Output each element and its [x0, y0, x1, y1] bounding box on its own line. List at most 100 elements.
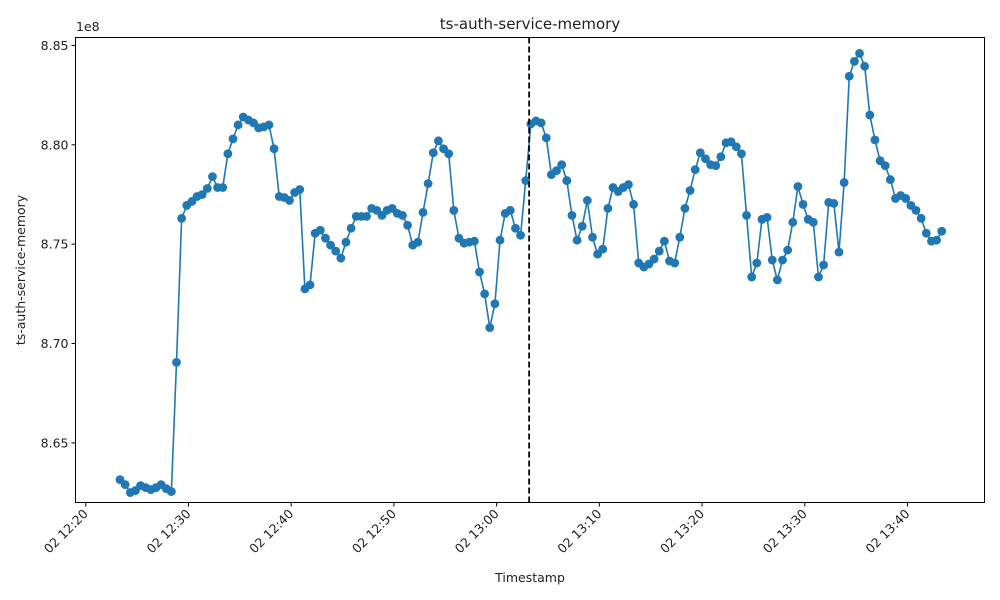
- data-point: [788, 217, 798, 227]
- data-point: [855, 49, 864, 58]
- data-point: [916, 213, 926, 223]
- data-point: [737, 149, 746, 159]
- data-point: [120, 480, 130, 490]
- data-point: [716, 152, 726, 162]
- data-point: [346, 223, 356, 233]
- x-tick-label: 02 13:00: [452, 506, 502, 556]
- data-point: [562, 176, 572, 185]
- data-point: [901, 194, 911, 203]
- data-point: [747, 272, 757, 282]
- y-tick-label: 8.70: [41, 336, 69, 351]
- x-tick-label: 02 13:30: [760, 506, 810, 556]
- data-point: [285, 196, 294, 205]
- data-point: [413, 237, 423, 247]
- data-point: [480, 289, 490, 299]
- data-point: [434, 136, 443, 146]
- data-point: [172, 358, 181, 367]
- data-point: [423, 179, 433, 188]
- data-point: [654, 246, 664, 256]
- data-point: [793, 182, 803, 191]
- data-point: [767, 255, 777, 265]
- data-point: [675, 232, 685, 242]
- data-point: [557, 160, 567, 170]
- data-point: [885, 175, 895, 184]
- data-point: [598, 244, 608, 254]
- y-axis-label: ts-auth-service-memory: [13, 194, 28, 345]
- data-point: [629, 200, 638, 209]
- data-point: [772, 275, 782, 285]
- data-point: [783, 245, 793, 255]
- data-point: [742, 210, 751, 220]
- x-axis: 02 12:20 02 12:30 02 12:40 02 12:50 02 13:00…: [41, 502, 913, 556]
- data-point: [701, 154, 710, 164]
- data-point: [321, 233, 330, 243]
- data-point: [552, 166, 561, 176]
- data-point: [475, 267, 484, 277]
- data-point: [690, 165, 700, 175]
- data-point: [511, 223, 520, 233]
- y-offset-label: 1e8: [76, 19, 100, 34]
- data-point: [819, 260, 828, 270]
- data-point: [228, 134, 238, 144]
- data-point: [223, 149, 233, 159]
- data-point: [860, 61, 870, 71]
- data-point: [197, 190, 207, 199]
- data-point: [588, 232, 597, 242]
- y-axis: 8.65 8.70 8.75 8.80 8.85: [41, 38, 76, 450]
- data-point: [829, 199, 839, 208]
- data-point: [305, 280, 315, 290]
- data-point: [567, 210, 577, 220]
- data-point: [603, 204, 613, 213]
- data-point: [398, 210, 407, 220]
- data-point: [572, 235, 582, 245]
- data-point: [762, 212, 772, 222]
- y-tick-label: 8.80: [41, 137, 69, 152]
- plot-frame: [75, 37, 985, 503]
- data-point: [362, 211, 371, 221]
- data-point: [295, 185, 305, 194]
- data-point: [865, 110, 875, 120]
- data-point: [202, 184, 212, 193]
- data-point: [577, 221, 587, 231]
- data-point: [208, 172, 217, 182]
- data-point: [495, 235, 505, 245]
- x-tick-label: 02 13:20: [657, 506, 707, 556]
- data-point: [624, 180, 633, 189]
- data-point: [444, 149, 454, 159]
- data-point: [166, 487, 176, 496]
- data-point: [336, 253, 346, 263]
- data-point: [839, 178, 849, 187]
- data-point: [921, 228, 931, 238]
- data-point: [541, 133, 551, 143]
- data-point: [218, 183, 228, 192]
- data-point: [341, 237, 351, 247]
- chart-title: ts-auth-service-memory: [440, 15, 621, 33]
- data-point: [932, 235, 941, 245]
- data-point: [798, 200, 808, 209]
- data-point: [582, 196, 592, 205]
- data-point: [659, 236, 669, 246]
- data-point: [326, 240, 335, 250]
- data-point: [469, 236, 479, 246]
- data-point: [269, 144, 279, 154]
- data-point: [449, 205, 459, 215]
- data-point: [808, 217, 818, 227]
- x-tick-label: 02 12:50: [349, 506, 399, 556]
- data-point: [536, 118, 546, 128]
- data-point: [485, 323, 495, 333]
- data-point: [834, 247, 844, 257]
- data-point: [752, 258, 762, 268]
- data-point: [490, 299, 500, 309]
- data-point: [521, 176, 531, 185]
- data-point: [844, 71, 854, 81]
- data-point: [233, 120, 243, 130]
- data-point: [711, 161, 721, 171]
- y-tick-label: 8.65: [41, 435, 69, 450]
- data-point: [649, 254, 659, 264]
- data-point: [814, 272, 823, 282]
- data-point: [418, 207, 428, 217]
- data-point: [516, 230, 525, 240]
- data-point: [505, 205, 515, 215]
- data-point: [403, 220, 412, 230]
